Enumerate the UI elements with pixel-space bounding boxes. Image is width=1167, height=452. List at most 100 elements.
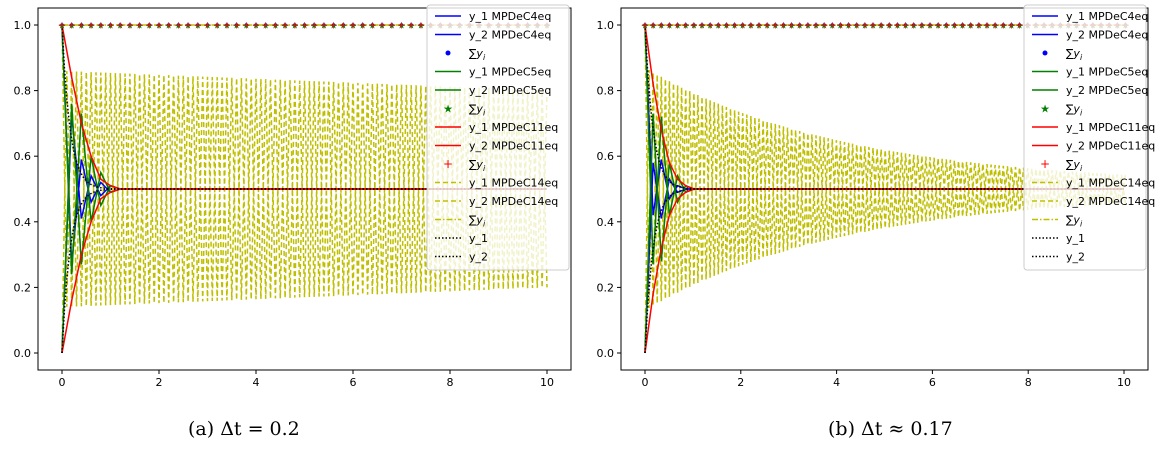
series-point: [254, 23, 258, 27]
series-point: [781, 23, 786, 27]
series-point: +: [975, 21, 983, 32]
series-point: +: [291, 21, 299, 32]
series-point: +: [657, 21, 665, 32]
series-point: ★: [861, 22, 869, 32]
series-point: +: [97, 21, 105, 32]
series-point: ★: [731, 22, 739, 32]
chart-panel-b: 0 2 4 6 8 10 0.0 0.2 0.4 0.6 0.8 1.0 ★ + ★ + ★ + ★ + ★ + ★ + ★ + ★…: [583, 0, 1167, 452]
series-point: [157, 23, 161, 27]
series-point: +: [771, 21, 779, 32]
y-tick-label: 0.0: [597, 347, 615, 360]
x-tick-label: 2: [737, 376, 744, 389]
series-point: +: [730, 21, 738, 32]
series-point: ★: [934, 22, 942, 32]
caption-b: (b) Δt ≈ 0.17: [828, 418, 953, 440]
series-point: [409, 23, 414, 27]
series-point: ★: [804, 22, 812, 32]
series-point: +: [417, 21, 425, 32]
series-point: +: [787, 21, 795, 32]
legend: [426, 4, 570, 271]
series-point: ★: [682, 22, 690, 32]
series-point: +: [869, 21, 877, 32]
series-point: [871, 23, 875, 27]
series-point: ★: [665, 22, 673, 32]
series-point: +: [68, 21, 76, 32]
series-point: +: [174, 21, 182, 32]
series-point: [322, 23, 326, 27]
series-point: +: [155, 21, 163, 32]
series-point: [302, 23, 307, 27]
series-point: [137, 23, 142, 27]
series-point: ★: [184, 22, 192, 32]
series-point: [814, 23, 818, 27]
series-point: ★: [918, 22, 926, 32]
series-point: +: [271, 21, 279, 32]
series-point: [273, 23, 278, 27]
series-point: +: [641, 21, 649, 32]
series-point: ★: [747, 22, 755, 32]
series-point: ★: [58, 22, 66, 32]
series-point: +: [967, 21, 975, 32]
series-point: ★: [310, 22, 318, 32]
series-point: +: [682, 21, 690, 32]
series-point: ★: [771, 22, 779, 32]
series-point: [234, 23, 239, 27]
legend-label: y_2 MPDeC4eq: [1066, 29, 1148, 42]
series-point: [960, 23, 965, 27]
series-point: [968, 23, 973, 27]
series-point: +: [844, 21, 852, 32]
series-point: +: [329, 21, 337, 32]
legend-label: y_2 MPDeC4eq: [469, 29, 551, 42]
series-point: ★: [136, 22, 144, 32]
x-tick-label: 2: [156, 376, 163, 389]
series-point: [863, 23, 867, 27]
y-tick-label: 0.2: [14, 281, 32, 294]
legend: [1023, 4, 1147, 271]
series-point: [651, 23, 655, 27]
series-point: ★: [281, 22, 289, 32]
series-point: +: [320, 21, 328, 32]
series-point: +: [893, 21, 901, 32]
x-tick-label: 10: [1117, 376, 1131, 389]
y-tick-label: 1.0: [597, 19, 615, 32]
series-point: +: [934, 21, 942, 32]
series-point: ★: [407, 22, 415, 32]
series-point: ★: [1007, 22, 1015, 32]
series-point: ★: [649, 22, 657, 32]
series-point: [903, 23, 908, 27]
series-point: ★: [845, 22, 853, 32]
legend-marker: +: [443, 157, 453, 171]
series-point: ★: [271, 22, 279, 32]
series-point: +: [836, 21, 844, 32]
series-point: ★: [877, 22, 885, 32]
series-point: ★: [828, 22, 836, 32]
series-point: ★: [203, 22, 211, 32]
series-point: [79, 23, 84, 27]
series-point: [360, 23, 365, 27]
caption-a: (a) Δt = 0.2: [188, 418, 300, 440]
legend-label: y_1 MPDeC5eq: [469, 66, 551, 79]
series-point: ★: [893, 22, 901, 32]
series-point: [683, 23, 688, 27]
series-point: +: [388, 21, 396, 32]
series-point: +: [165, 21, 173, 32]
series-point: ★: [788, 22, 796, 32]
series-point: ★: [330, 22, 338, 32]
series-point: +: [828, 21, 836, 32]
series-point: ★: [869, 22, 877, 32]
series-point: [724, 23, 729, 27]
series-point: [692, 23, 696, 27]
series-point: ★: [755, 22, 763, 32]
series-point: +: [877, 21, 885, 32]
series-point: +: [135, 21, 143, 32]
series-point: +: [763, 21, 771, 32]
series-point: [263, 23, 268, 27]
series-point: ★: [836, 22, 844, 32]
y-tick-label: 0.4: [597, 216, 615, 229]
series-point: +: [262, 21, 270, 32]
legend-label: y_1 MPDeC11eq: [1066, 121, 1155, 134]
series-point: ★: [87, 22, 95, 32]
series-point: +: [706, 21, 714, 32]
series-point: ★: [339, 22, 347, 32]
series-point: ★: [926, 22, 934, 32]
